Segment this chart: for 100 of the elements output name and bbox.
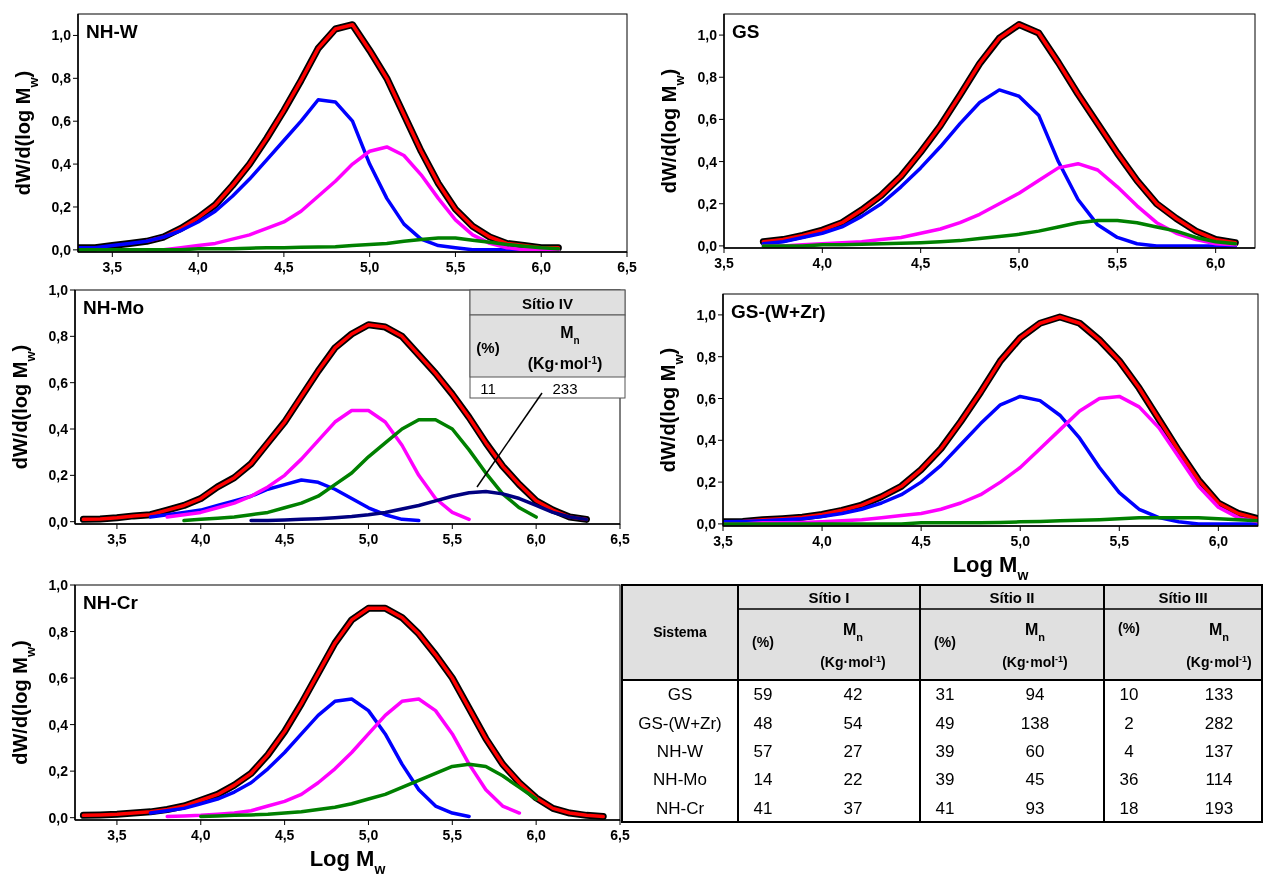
text: Sistema [653, 624, 708, 640]
x-tick-label: 3,5 [107, 531, 127, 547]
y-tick-label: 0,2 [48, 467, 69, 484]
y-tick-label: 0,0 [697, 237, 718, 254]
y-tick-label: 0,2 [51, 198, 72, 215]
text: (%) [1118, 620, 1140, 636]
category-label: NH-Mo [653, 770, 707, 790]
data-label: 48 [753, 713, 773, 733]
data-label: 54 [843, 713, 863, 733]
y-tick-label: 1,0 [51, 27, 72, 44]
y-tick-label: 0,4 [697, 153, 718, 170]
text: Sítio II [989, 589, 1035, 606]
x-tick-label: 4,0 [188, 259, 209, 275]
x-tick-label: 3,5 [107, 827, 127, 843]
text: M$_{n}$ [1208, 621, 1230, 643]
data-label: 27 [843, 742, 863, 761]
chart-title: GS [732, 21, 760, 42]
text: Sítio I [808, 589, 850, 606]
x-tick-label: 5,0 [358, 531, 379, 547]
annotation: (%) [476, 339, 500, 356]
data-label: 39 [935, 742, 955, 761]
data-label: 37 [843, 798, 863, 818]
chart-title: NH-Mo [83, 297, 145, 318]
y-tick-label: 0,2 [48, 763, 69, 780]
y-tick-label: 0,8 [51, 70, 72, 87]
x-tick-label: 4,5 [910, 255, 931, 271]
data-label: 14 [753, 770, 773, 790]
y-tick-label: 0,0 [48, 513, 69, 530]
x-tick-label: 3,5 [102, 259, 123, 275]
x-tick-label: 5,5 [1109, 533, 1130, 549]
y-tick-label: 0,8 [48, 623, 69, 640]
data-label: 22 [843, 770, 863, 790]
x-tick-label: 5,5 [1107, 255, 1128, 271]
y-tick-label: 0,4 [696, 432, 717, 449]
x-tick-label: 6,0 [1205, 255, 1226, 271]
text: (Kg·mol$^{-1}$) [1002, 654, 1068, 670]
data-label: 138 [1020, 713, 1050, 733]
x-tick-label: 6,0 [531, 259, 552, 275]
text: (Kg·mol$^{-1}$) [820, 654, 886, 670]
data-label: 39 [935, 770, 955, 790]
y-tick-label: 0,0 [48, 809, 69, 826]
text: M$_{n}$ [842, 621, 864, 643]
y-tick-label: 0,4 [48, 421, 69, 438]
y-tick-label: 0,4 [48, 716, 69, 733]
data-label: 42 [843, 685, 863, 705]
data-label: 10 [1119, 685, 1139, 705]
category-label: NH-W [656, 742, 704, 761]
data-label: 133 [1204, 685, 1234, 705]
data-label: 41 [753, 798, 773, 818]
x-tick-label: 6,5 [610, 827, 630, 843]
y-tick-label: 0,2 [696, 474, 717, 491]
x-tick-label: 4,5 [911, 533, 932, 549]
category-label: GS [667, 685, 693, 705]
y-tick-label: 0,8 [697, 69, 718, 86]
y-tick-label: 0,8 [696, 348, 717, 365]
data-label: 41 [935, 798, 955, 818]
data-label: 60 [1025, 742, 1045, 761]
text: M$_{n}$ [1024, 621, 1046, 643]
y-tick-label: 1,0 [48, 577, 69, 593]
x-tick-label: 4,0 [812, 255, 833, 271]
y-tick-label: 0,6 [697, 111, 718, 128]
text: (Kg·mol$^{-1}$) [1186, 654, 1252, 670]
data-label: 4 [1124, 742, 1134, 761]
x-tick-label: 6,5 [610, 531, 630, 547]
text: (%) [934, 634, 956, 650]
x-tick-label: 5,5 [442, 827, 463, 843]
y-tick-label: 0,8 [48, 328, 69, 345]
y-tick-label: 0,2 [697, 195, 718, 212]
x-tick-label: 5,0 [358, 827, 379, 843]
category-label: GS-(W+Zr) [638, 713, 722, 733]
y-tick-label: 0,0 [51, 241, 72, 258]
chart-title: NH-W [86, 21, 138, 42]
data-label: 2 [1124, 713, 1134, 733]
x-tick-label: 4,5 [274, 827, 295, 843]
data-label: 282 [1204, 713, 1234, 733]
data-label: 94 [1025, 685, 1045, 705]
data-label: 193 [1204, 798, 1234, 818]
data-label: 49 [935, 713, 955, 733]
chart-title: NH-Cr [83, 592, 139, 613]
data-label: 93 [1025, 798, 1045, 818]
x-tick-label: 5,0 [1009, 255, 1029, 271]
x-tick-label: 4,0 [191, 531, 211, 547]
annotation: (Kg·mol$^{-1}$) [527, 354, 603, 372]
data-label: 59 [753, 685, 773, 705]
y-tick-label: 1,0 [48, 282, 69, 298]
data-label: 137 [1204, 742, 1234, 761]
y-tick-label: 0,6 [51, 113, 72, 130]
y-tick-label: 1,0 [697, 27, 718, 44]
data-label: 45 [1025, 770, 1045, 790]
y-tick-label: 0,6 [48, 670, 69, 687]
chart-title: GS-(W+Zr) [731, 301, 826, 322]
x-tick-label: 5,5 [445, 259, 466, 275]
data-label: 31 [935, 685, 955, 705]
data-label: 18 [1119, 798, 1139, 818]
x-tick-label: 4,5 [274, 531, 295, 547]
annotation: 11 [480, 380, 496, 397]
annotation: 233 [552, 380, 578, 397]
data-label: 57 [753, 742, 773, 761]
data-label: 36 [1119, 770, 1139, 790]
y-tick-label: 0,4 [51, 156, 72, 173]
